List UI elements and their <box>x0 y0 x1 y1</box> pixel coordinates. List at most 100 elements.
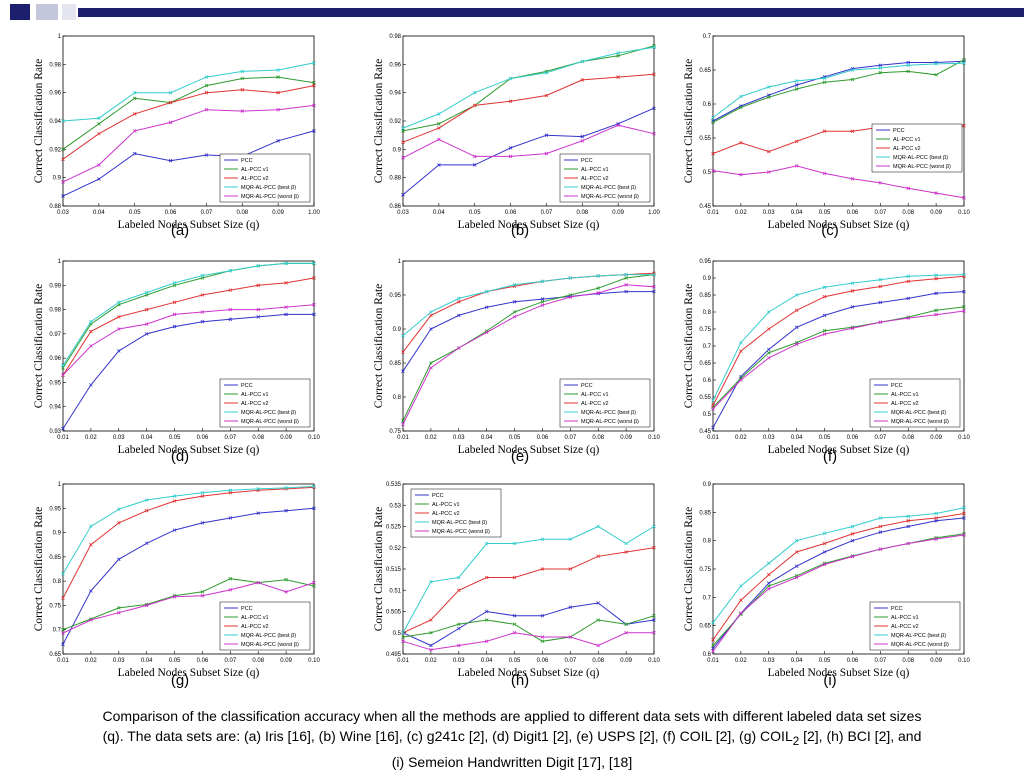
series-line-al-pcc-v2 <box>62 486 315 599</box>
series-mqr-al-pcc-best <box>61 261 316 368</box>
data-point <box>144 498 149 502</box>
data-point <box>204 90 209 95</box>
chart-svg-e: 0.01 0.02 0.03 0.04 0.05 0.06 0.07 0.08 0.09 0.10… <box>373 259 660 456</box>
legend: PCC AL-PCC v1 AL-PCC v2 MQR-AL-PCC (best β)… <box>559 153 651 203</box>
legend: PCC AL-PCC v1 AL-PCC v2 MQR-AL-PCC (best β)… <box>219 601 311 651</box>
y-tick-label: 0.85 <box>389 361 401 367</box>
series-mqr-al-pcc-worst <box>61 302 316 377</box>
legend: PCC AL-PCC v1 AL-PCC v2 MQR-AL-PCC (best β)… <box>410 488 502 538</box>
data-point <box>204 107 209 112</box>
x-axis-label: Labeled Nodes Subset Size (q) <box>768 667 910 679</box>
data-point <box>822 294 827 299</box>
x-tick-label: 0.08 <box>252 658 264 664</box>
y-tick-label: 0.8 <box>703 539 712 545</box>
data-point <box>568 635 573 639</box>
data-point <box>228 488 233 493</box>
x-tick-label: 0.07 <box>874 658 886 664</box>
y-tick-label: 0.8 <box>53 579 62 585</box>
data-point <box>484 609 489 614</box>
series-line-mqr-al-pcc-best <box>62 262 314 366</box>
data-point <box>116 349 121 353</box>
series-mqr-al-pcc-worst <box>711 164 966 200</box>
y-tick-label: 0.92 <box>49 147 61 153</box>
x-tick-label: 0.07 <box>564 658 576 664</box>
data-point <box>624 630 628 635</box>
chart-svg-g: 0.01 0.02 0.03 0.04 0.05 0.06 0.07 0.08 0.09 0.10… <box>33 482 320 679</box>
data-point <box>512 622 517 627</box>
x-tick-label: 0.07 <box>874 210 886 216</box>
y-tick-label: 0.65 <box>699 624 711 630</box>
data-point <box>456 643 461 648</box>
y-tick-label: 0.95 <box>49 506 61 512</box>
legend-label-al-pcc-v2: AL-PCC v2 <box>891 624 919 630</box>
y-axis-label: Correct Classification Rate <box>373 59 385 184</box>
data-point <box>228 516 233 520</box>
panel-label-f: (f) <box>822 448 838 465</box>
legend-label-pcc: PCC <box>581 383 593 389</box>
chart-svg-h: 0.01 0.02 0.03 0.04 0.05 0.06 0.07 0.08 0.09 0.10… <box>373 482 660 679</box>
x-tick-label: 0.04 <box>141 658 153 664</box>
data-point <box>624 272 628 277</box>
data-point <box>312 61 316 65</box>
x-axis-label: Labeled Nodes Subset Size (q) <box>768 444 910 456</box>
panel-label-i: (i) <box>823 672 837 689</box>
y-tick-label: 0.5 <box>393 631 402 637</box>
data-point <box>61 631 65 635</box>
legend: PCC AL-PCC v1 AL-PCC v2 MQR-AL-PCC (best β)… <box>871 123 963 173</box>
data-point <box>624 622 628 627</box>
legend-label-al-pcc-v2: AL-PCC v2 <box>241 624 269 630</box>
data-point <box>284 281 288 285</box>
series-line-pcc <box>402 602 655 647</box>
y-tick-label: 0.7 <box>703 344 712 350</box>
data-point <box>568 567 573 571</box>
data-point <box>437 137 441 142</box>
data-point <box>61 180 65 184</box>
data-point <box>878 181 883 185</box>
y-tick-label: 0.5 <box>703 412 712 418</box>
y-tick-label: 0.85 <box>699 510 711 516</box>
data-point <box>822 550 827 554</box>
y-tick-label: 0.95 <box>389 293 401 299</box>
data-point <box>116 327 121 331</box>
data-point <box>934 191 938 195</box>
legend-label-mqr-al-pcc-worst: MQR-AL-PCC (worst β) <box>581 194 639 200</box>
data-point <box>568 295 573 299</box>
data-point <box>168 158 173 163</box>
data-point <box>652 72 656 77</box>
legend: PCC AL-PCC v1 AL-PCC v2 MQR-AL-PCC (best β)… <box>869 601 961 651</box>
data-point <box>228 317 233 322</box>
x-tick-label: 0.03 <box>113 435 125 441</box>
data-point <box>906 296 911 301</box>
data-point <box>962 196 966 200</box>
legend-label-mqr-al-pcc-best: MQR-AL-PCC (best β) <box>241 633 296 639</box>
data-point <box>822 76 827 80</box>
data-point <box>401 369 405 373</box>
data-point <box>276 75 280 79</box>
x-tick-label: 0.09 <box>280 435 292 441</box>
data-point <box>962 506 966 510</box>
y-tick-label: 0.94 <box>49 119 61 125</box>
data-point <box>878 547 883 551</box>
series-mqr-al-pcc-best <box>61 61 316 123</box>
data-point <box>624 541 628 546</box>
data-point <box>711 621 715 625</box>
data-point <box>401 126 405 130</box>
y-tick-label: 0.85 <box>699 293 711 299</box>
data-point <box>312 103 316 108</box>
data-point <box>766 587 771 591</box>
data-point <box>284 312 288 317</box>
data-point <box>401 635 405 639</box>
data-point <box>429 361 433 365</box>
data-point <box>850 129 855 133</box>
series-line-al-pcc-v1 <box>402 615 655 642</box>
chart-svg-d: 0.01 0.02 0.03 0.04 0.05 0.06 0.07 0.08 0.09 0.10… <box>33 259 320 456</box>
data-point <box>652 618 656 622</box>
data-point <box>766 584 771 588</box>
y-tick-label: 0.95 <box>699 259 711 265</box>
data-point <box>437 163 441 167</box>
y-tick-label: 0.6 <box>703 378 712 384</box>
data-point <box>540 279 545 284</box>
data-point <box>962 272 966 277</box>
data-point <box>256 264 261 268</box>
data-point <box>456 346 461 350</box>
